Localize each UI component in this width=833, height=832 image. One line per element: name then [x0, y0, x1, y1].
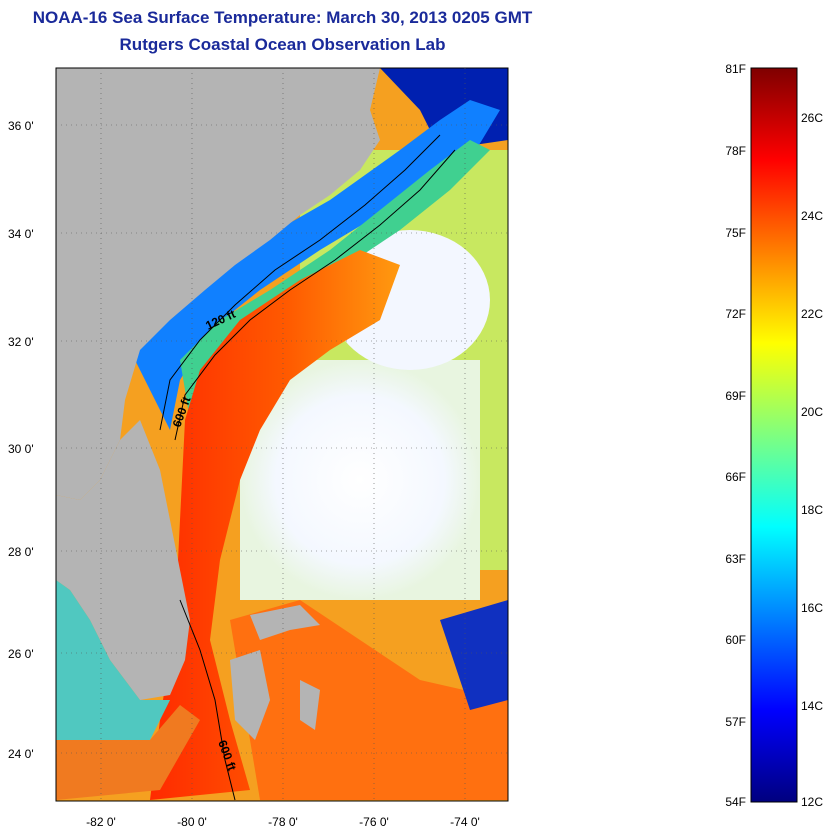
- lat-label-24: 24 0': [8, 747, 34, 761]
- colorbar-f-labels: 81F 78F 75F 72F 69F 66F 63F 60F 57F 54F: [725, 62, 746, 809]
- f-label-63: 63F: [725, 552, 746, 566]
- bahamas-waters: [230, 600, 508, 800]
- land-florida: [56, 420, 190, 700]
- f-label-75: 75F: [725, 226, 746, 240]
- f-label-57: 57F: [725, 715, 746, 729]
- c-label-12: 12C: [801, 795, 823, 809]
- island-andros: [230, 650, 270, 740]
- f-label-78: 78F: [725, 144, 746, 158]
- map-title: NOAA-16 Sea Surface Temperature: March 3…: [32, 8, 533, 27]
- lat-label-36: 36 0': [8, 119, 34, 133]
- lat-label-28: 28 0': [8, 545, 34, 559]
- c-label-26: 26C: [801, 111, 823, 125]
- island-eleuthera: [300, 680, 320, 730]
- map-frame: [55, 67, 509, 802]
- c-label-14: 14C: [801, 699, 823, 713]
- lat-label-32: 32 0': [8, 335, 34, 349]
- f-label-54: 54F: [725, 795, 746, 809]
- colorbar-gradient: [750, 67, 798, 803]
- f-label-69: 69F: [725, 389, 746, 403]
- f-label-66: 66F: [725, 470, 746, 484]
- lon-label-82: -82 0': [86, 815, 116, 829]
- contour-120ft: [159, 134, 441, 431]
- lat-label-34: 34 0': [8, 227, 34, 241]
- c-label-24: 24C: [801, 209, 823, 223]
- map-subtitle: Rutgers Coastal Ocean Observation Lab: [119, 35, 446, 54]
- lat-label-26: 26 0': [8, 647, 34, 661]
- c-label-16: 16C: [801, 601, 823, 615]
- shelf-cold-water: [120, 100, 500, 430]
- c-label-18: 18C: [801, 503, 823, 517]
- land-us-coast: [56, 68, 380, 500]
- lon-label-80: -80 0': [177, 815, 207, 829]
- island-grand-bahama: [250, 605, 320, 640]
- southeast-cold-patch: [440, 600, 508, 710]
- f-label-72: 72F: [725, 307, 746, 321]
- c-label-20: 20C: [801, 405, 823, 419]
- lon-label-78: -78 0': [268, 815, 298, 829]
- lat-label-30: 30 0': [8, 442, 34, 456]
- lon-label-76: -76 0': [359, 815, 389, 829]
- shelf-green-water: [180, 140, 490, 420]
- f-label-60: 60F: [725, 633, 746, 647]
- colorbar-c-labels: 26C 24C 22C 20C 18C 16C 14C 12C: [801, 111, 823, 809]
- f-label-81: 81F: [725, 62, 746, 76]
- cloud-cover: [240, 360, 480, 600]
- gulf-stream: [150, 250, 400, 800]
- florida-keys-water: [56, 705, 200, 800]
- gulf-of-mexico-water: [56, 580, 170, 740]
- lon-label-74: -74 0': [450, 815, 480, 829]
- contour-600ft: [174, 149, 456, 441]
- sst-map: 120 ft 600 ft 600 ft 36 0' 34 0' 32 0' 3…: [8, 67, 509, 829]
- graticule: [56, 68, 508, 801]
- c-label-22: 22C: [801, 307, 823, 321]
- contour-600ft-south: [179, 599, 236, 801]
